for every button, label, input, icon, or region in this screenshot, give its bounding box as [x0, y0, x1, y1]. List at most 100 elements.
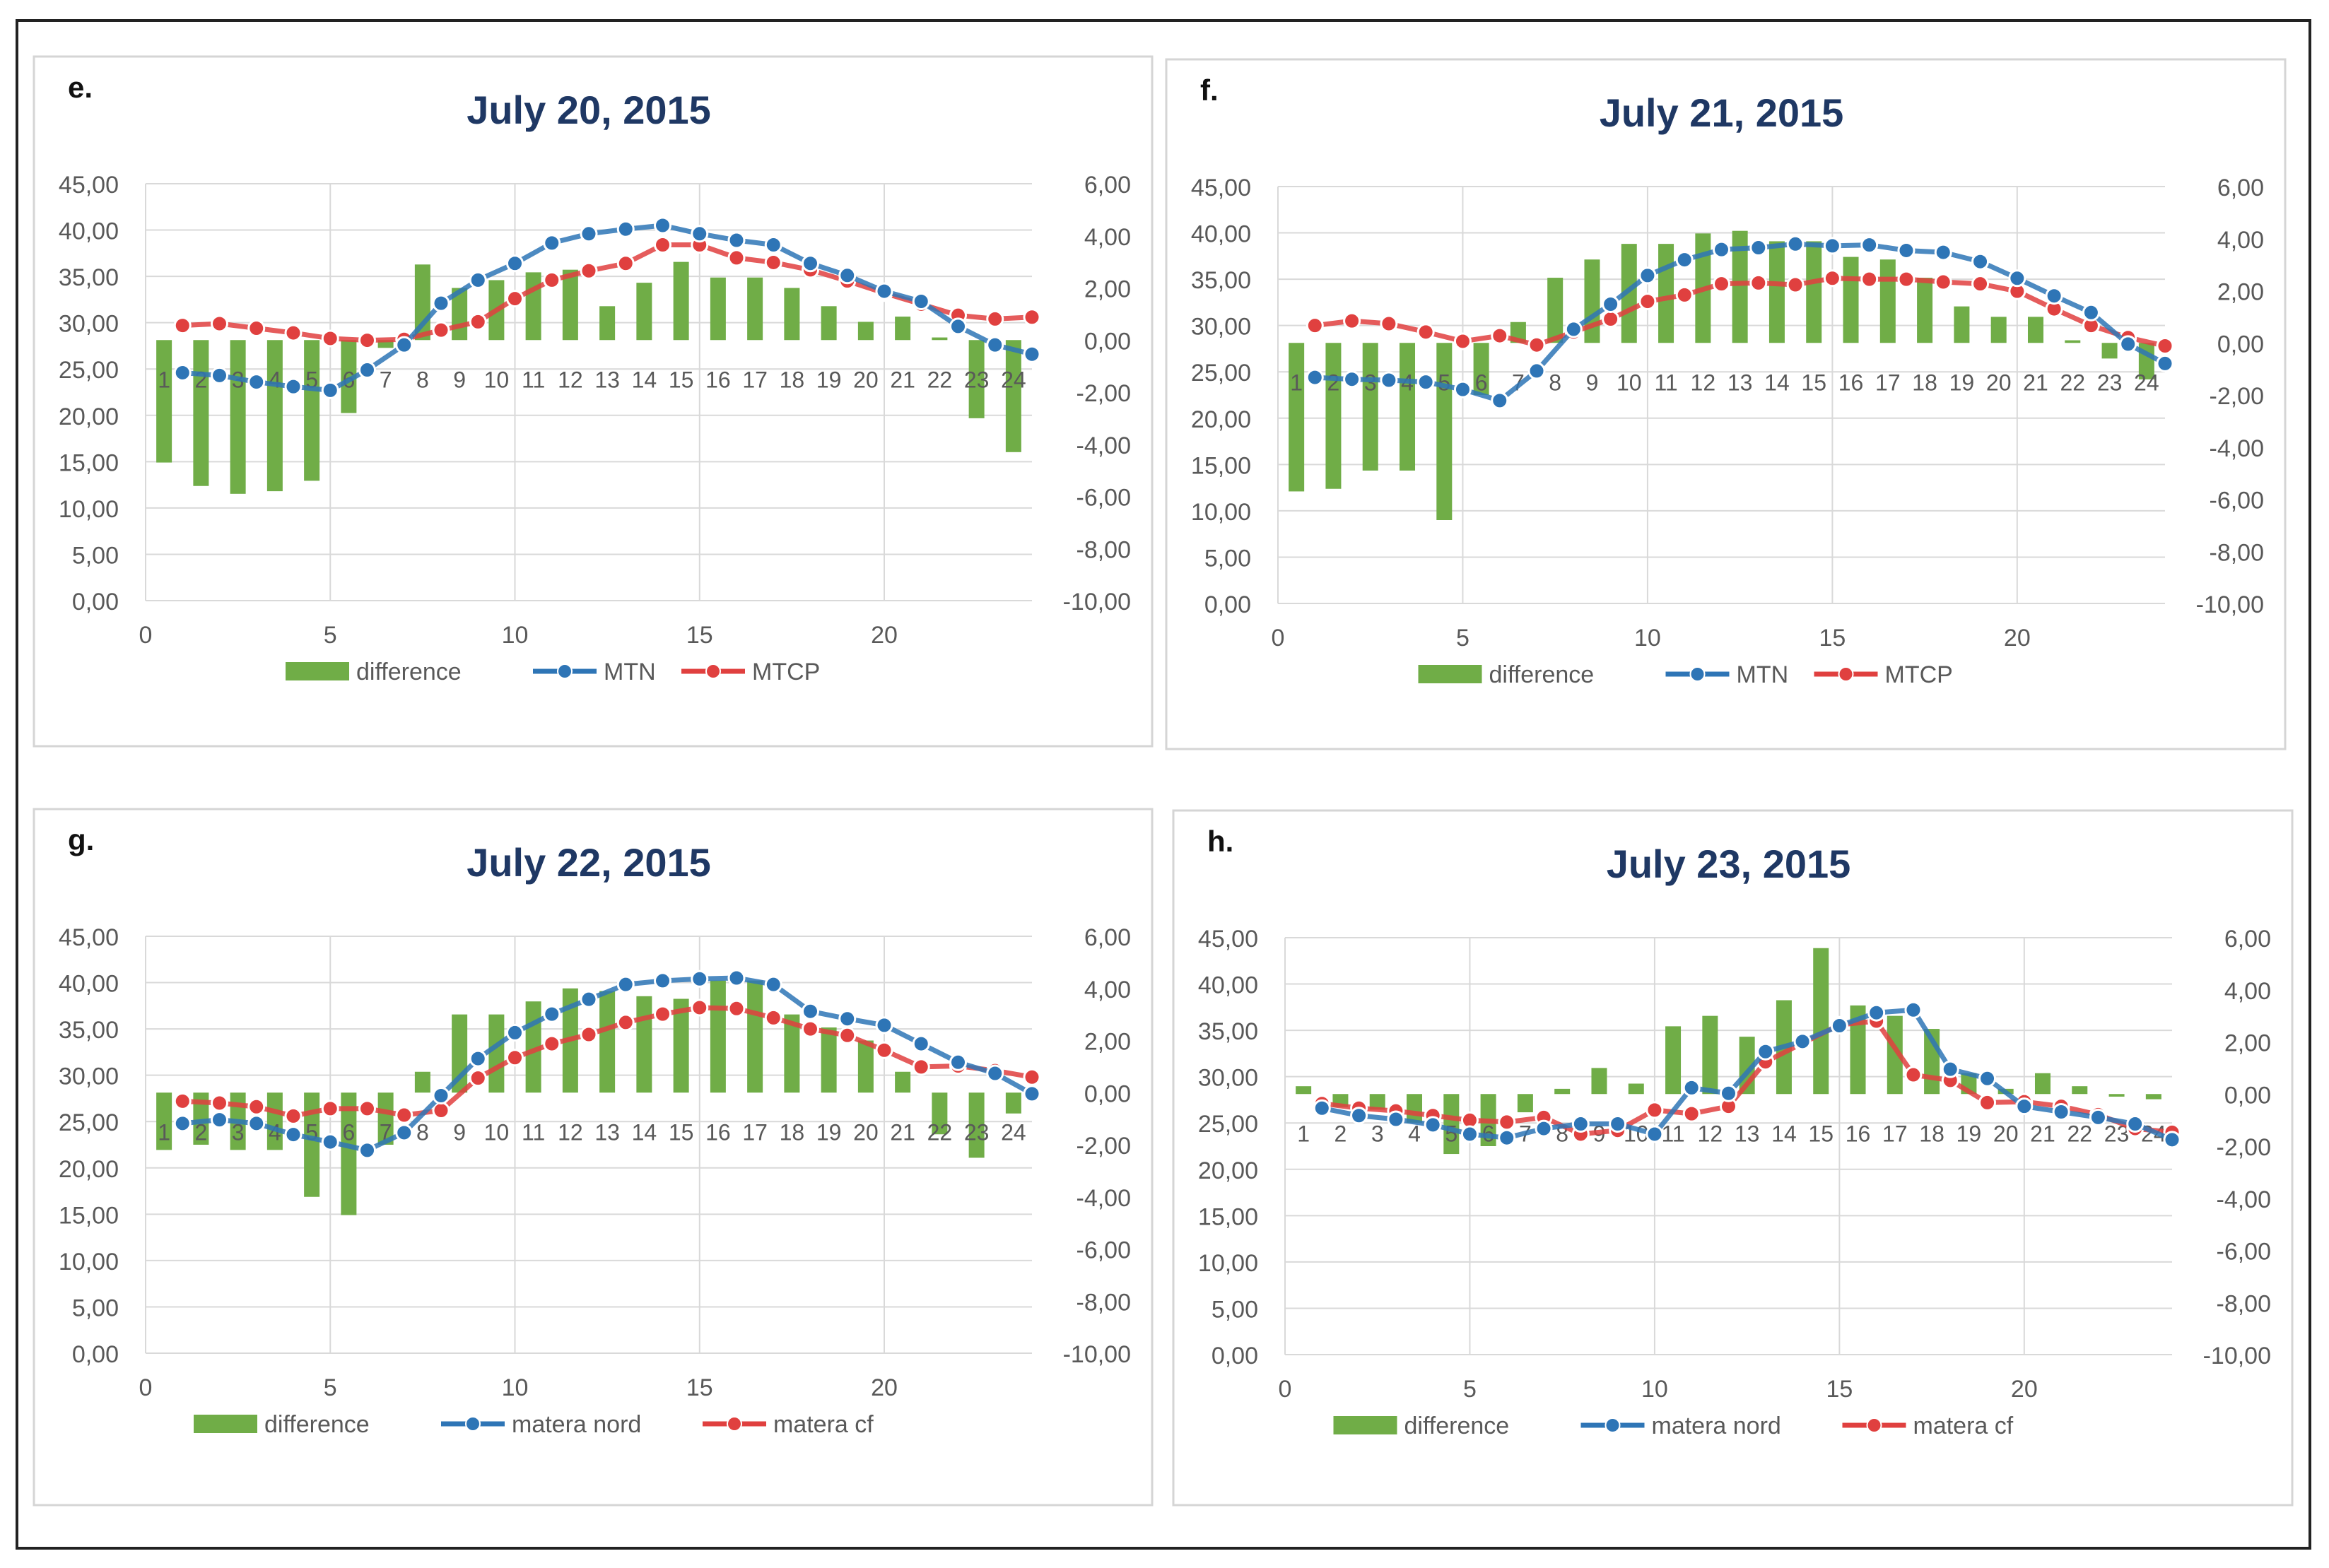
chart-title: July 20, 2015: [467, 88, 711, 132]
mtn-point: [1823, 237, 1841, 255]
mtn-point: [211, 1111, 228, 1129]
y-tick-label-right: -4,00: [2210, 435, 2265, 462]
x-tick-label: 0: [1279, 1376, 1292, 1403]
mtn-point: [1934, 243, 1952, 261]
mtn-point: [1675, 251, 1694, 269]
category-label: 14: [632, 1119, 657, 1145]
category-label: 3: [1371, 1121, 1384, 1146]
category-label: 11: [1661, 1121, 1684, 1146]
y-tick-label-right: -2,00: [2217, 1134, 2272, 1161]
mtcp-point: [1453, 332, 1472, 350]
mtcp-point: [543, 1034, 561, 1053]
y-tick-label-right: -10,00: [2196, 591, 2264, 618]
category-label: 19: [816, 367, 842, 392]
mtcp-point: [1786, 276, 1805, 294]
category-label: 17: [1875, 370, 1901, 395]
mtn-point: [395, 1124, 413, 1142]
difference-bar: [2101, 343, 2118, 359]
y-tick-label-right: -6,00: [1076, 1237, 1132, 1264]
legend-swatch-marker: [1605, 1417, 1621, 1433]
chart-panel-3: g.July 22, 201545,0040,0035,0030,0025,00…: [33, 808, 1154, 1507]
y-tick-label-left: 30,00: [1191, 314, 1251, 341]
mtn-point: [580, 990, 598, 1008]
mtcp-point: [1675, 285, 1694, 304]
legend-label: matera nord: [1652, 1413, 1781, 1439]
difference-bar: [1547, 278, 1564, 343]
legend-swatch-difference: [286, 662, 349, 680]
y-tick-label-left: 35,00: [1191, 267, 1251, 294]
x-tick-label: 15: [1826, 1376, 1853, 1403]
mtcp-point: [1645, 1101, 1664, 1119]
mtn-point: [432, 1087, 450, 1105]
mtn-point: [1904, 1001, 1923, 1019]
category-label: 15: [1808, 1121, 1834, 1146]
mtn-point: [284, 1126, 303, 1144]
difference-bar: [1813, 948, 1829, 1095]
difference-bar: [1554, 1088, 1571, 1095]
difference-bar: [1325, 343, 1342, 489]
difference-bar: [341, 1092, 357, 1215]
mtn-point: [727, 231, 746, 249]
y-tick-label-left: 0,00: [1212, 1343, 1258, 1369]
x-tick-label: 0: [1272, 625, 1285, 652]
category-label: 2: [194, 1119, 207, 1145]
mtcp-point: [432, 1101, 450, 1119]
difference-bar: [1628, 1083, 1644, 1095]
mtn-point: [2163, 1131, 2181, 1149]
category-label: 1: [1297, 1121, 1310, 1146]
category-label: 20: [1986, 370, 2012, 395]
x-tick-label: 5: [324, 622, 337, 649]
mtn-point: [506, 1023, 524, 1042]
mtcp-point: [1823, 269, 1841, 288]
category-label: 21: [2030, 1121, 2055, 1146]
difference-bar: [1407, 1094, 1423, 1123]
y-tick-label-left: 15,00: [1198, 1203, 1258, 1230]
mtcp-point: [1860, 270, 1879, 288]
mtn-point: [1571, 1115, 1590, 1133]
mtn-point: [1749, 239, 1768, 257]
difference-bar: [1768, 241, 1785, 343]
mtcp-point: [1602, 310, 1620, 328]
y-tick-label-left: 20,00: [59, 1156, 119, 1183]
chart-panel-border: [33, 55, 1154, 748]
difference-bar: [784, 288, 800, 341]
category-label: 9: [453, 367, 466, 392]
legend-swatch-marker: [1689, 666, 1706, 682]
legend-label: difference: [1489, 661, 1595, 688]
y-tick-label-left: 25,00: [59, 357, 119, 384]
difference-bar: [673, 998, 689, 1093]
category-label: 23: [964, 1119, 990, 1145]
y-tick-label-left: 40,00: [59, 971, 119, 998]
category-label: 18: [1912, 370, 1937, 395]
mtcp-point: [1934, 273, 1952, 291]
mtn-point: [1941, 1060, 1959, 1078]
mtn-point: [654, 972, 671, 990]
y-tick-label-right: -10,00: [1063, 589, 1131, 615]
mtcp-point: [321, 329, 339, 348]
x-tick-label: 0: [139, 1374, 153, 1401]
legend-swatch-marker: [465, 1416, 481, 1432]
category-label: 10: [484, 1119, 510, 1145]
difference-bar: [1850, 1005, 1866, 1095]
category-label: 5: [1445, 1121, 1457, 1146]
y-tick-label-left: 10,00: [1191, 499, 1251, 526]
category-label: 1: [158, 1119, 170, 1145]
mtcp-point: [321, 1100, 339, 1118]
mtcp-point: [211, 1094, 228, 1112]
difference-bar: [156, 340, 172, 463]
chart-title: July 22, 2015: [467, 840, 711, 885]
legend-label: matera cf: [773, 1411, 874, 1438]
mtcp-point: [912, 1058, 930, 1076]
difference-bar: [193, 1092, 209, 1145]
category-label: 12: [558, 1119, 583, 1145]
mtcp-point: [986, 310, 1004, 328]
category-label: 22: [2060, 370, 2085, 395]
difference-bar: [857, 1040, 874, 1093]
difference-bar: [1005, 340, 1021, 452]
x-tick-label: 15: [686, 1374, 713, 1401]
mtcp-point: [469, 312, 487, 331]
mtn-point: [1971, 252, 1990, 271]
mtn-point: [912, 293, 930, 311]
y-tick-label-left: 0,00: [1204, 591, 1251, 618]
category-label: 20: [853, 367, 879, 392]
